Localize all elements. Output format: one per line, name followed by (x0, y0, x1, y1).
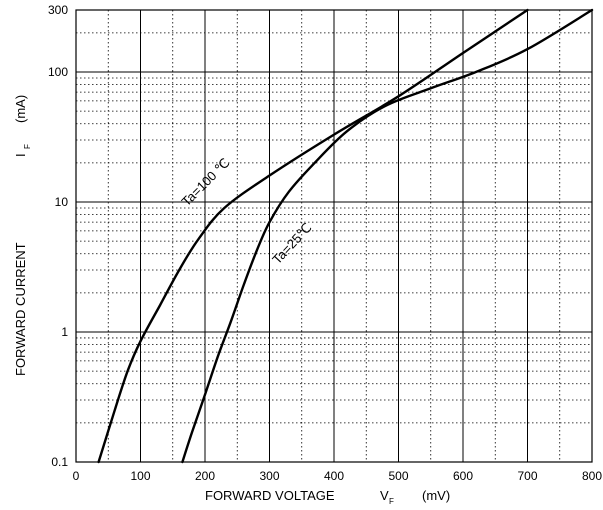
x-axis-unit: (mV) (422, 488, 450, 503)
x-axis-symbol: V (380, 488, 389, 503)
y-tick-label: 300 (48, 3, 68, 17)
y-tick-label: 0.1 (51, 455, 68, 469)
y-tick-label: 10 (55, 195, 69, 209)
y-axis-subscript: F (23, 144, 32, 149)
y-axis-symbol: I (13, 153, 28, 157)
major-grid (76, 10, 592, 462)
y-tick-label: 1 (61, 325, 68, 339)
x-tick-label: 100 (130, 469, 150, 483)
x-tick-label: 600 (453, 469, 473, 483)
series-line-ta-100 (97, 8, 529, 464)
y-tick-labels: 0.1 1 10 100 300 (48, 3, 68, 469)
annotation-ta-25: Ta=25℃ (269, 220, 314, 267)
series-line-ta-25 (181, 8, 594, 464)
x-tick-labels: 0 100 200 300 400 500 600 700 800 (73, 469, 603, 483)
x-tick-label: 0 (73, 469, 80, 483)
y-axis-unit: (mA) (13, 95, 28, 123)
x-tick-label: 400 (324, 469, 344, 483)
x-tick-label: 200 (195, 469, 215, 483)
x-axis-subscript: F (389, 497, 394, 506)
x-tick-label: 800 (582, 469, 602, 483)
x-tick-label: 300 (259, 469, 279, 483)
plot-frame (75, 9, 593, 463)
x-tick-label: 700 (517, 469, 537, 483)
minor-grid (76, 10, 592, 462)
y-tick-label: 100 (48, 65, 68, 79)
y-axis-label: FORWARD CURRENT (13, 242, 28, 376)
x-tick-label: 500 (388, 469, 408, 483)
series-lines (97, 8, 594, 464)
x-axis-label: FORWARD VOLTAGE (205, 488, 335, 503)
y-axis-label-group: FORWARD CURRENT I F (mA) (13, 95, 32, 376)
